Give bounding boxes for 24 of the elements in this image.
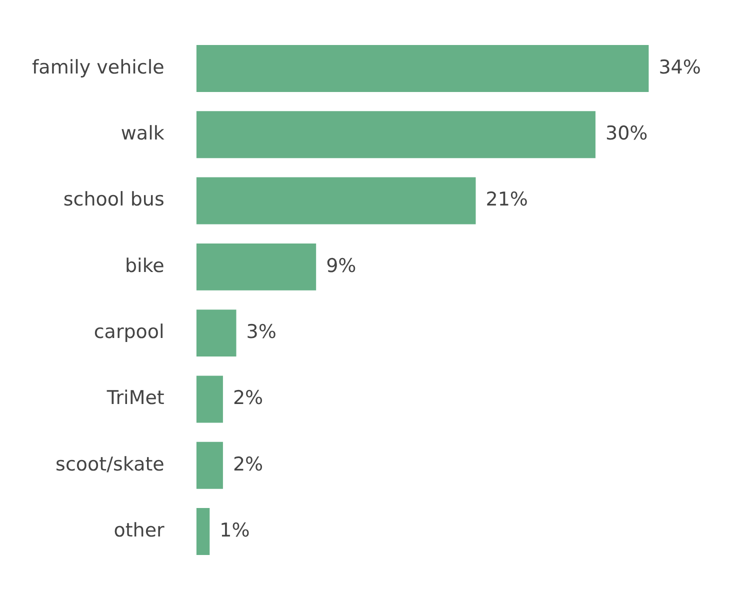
y-tick-label: other: [114, 519, 165, 542]
bar: [196, 376, 223, 423]
bar: [196, 508, 210, 556]
y-tick-label: school bus: [63, 188, 164, 211]
data-label: 1%: [220, 519, 250, 542]
data-label: 21%: [486, 188, 528, 211]
bar: [196, 442, 223, 489]
data-label: 30%: [605, 122, 648, 145]
bar: [196, 310, 236, 357]
data-label: 9%: [326, 254, 356, 277]
bar: [196, 44, 649, 92]
bar: [196, 243, 316, 290]
y-tick-label: TriMet: [106, 387, 164, 410]
y-tick-label: scoot/skate: [56, 453, 164, 476]
y-tick-label: carpool: [94, 321, 164, 344]
data-label: 2%: [232, 387, 264, 410]
data-label: 34%: [658, 56, 701, 78]
bar: [196, 111, 596, 158]
y-tick-label: bike: [124, 254, 164, 277]
data-label: 3%: [246, 321, 276, 344]
data-label: 2%: [232, 453, 264, 476]
bar: [196, 177, 476, 224]
y-tick-label: family vehicle: [32, 56, 164, 78]
y-tick-label: walk: [120, 122, 164, 145]
